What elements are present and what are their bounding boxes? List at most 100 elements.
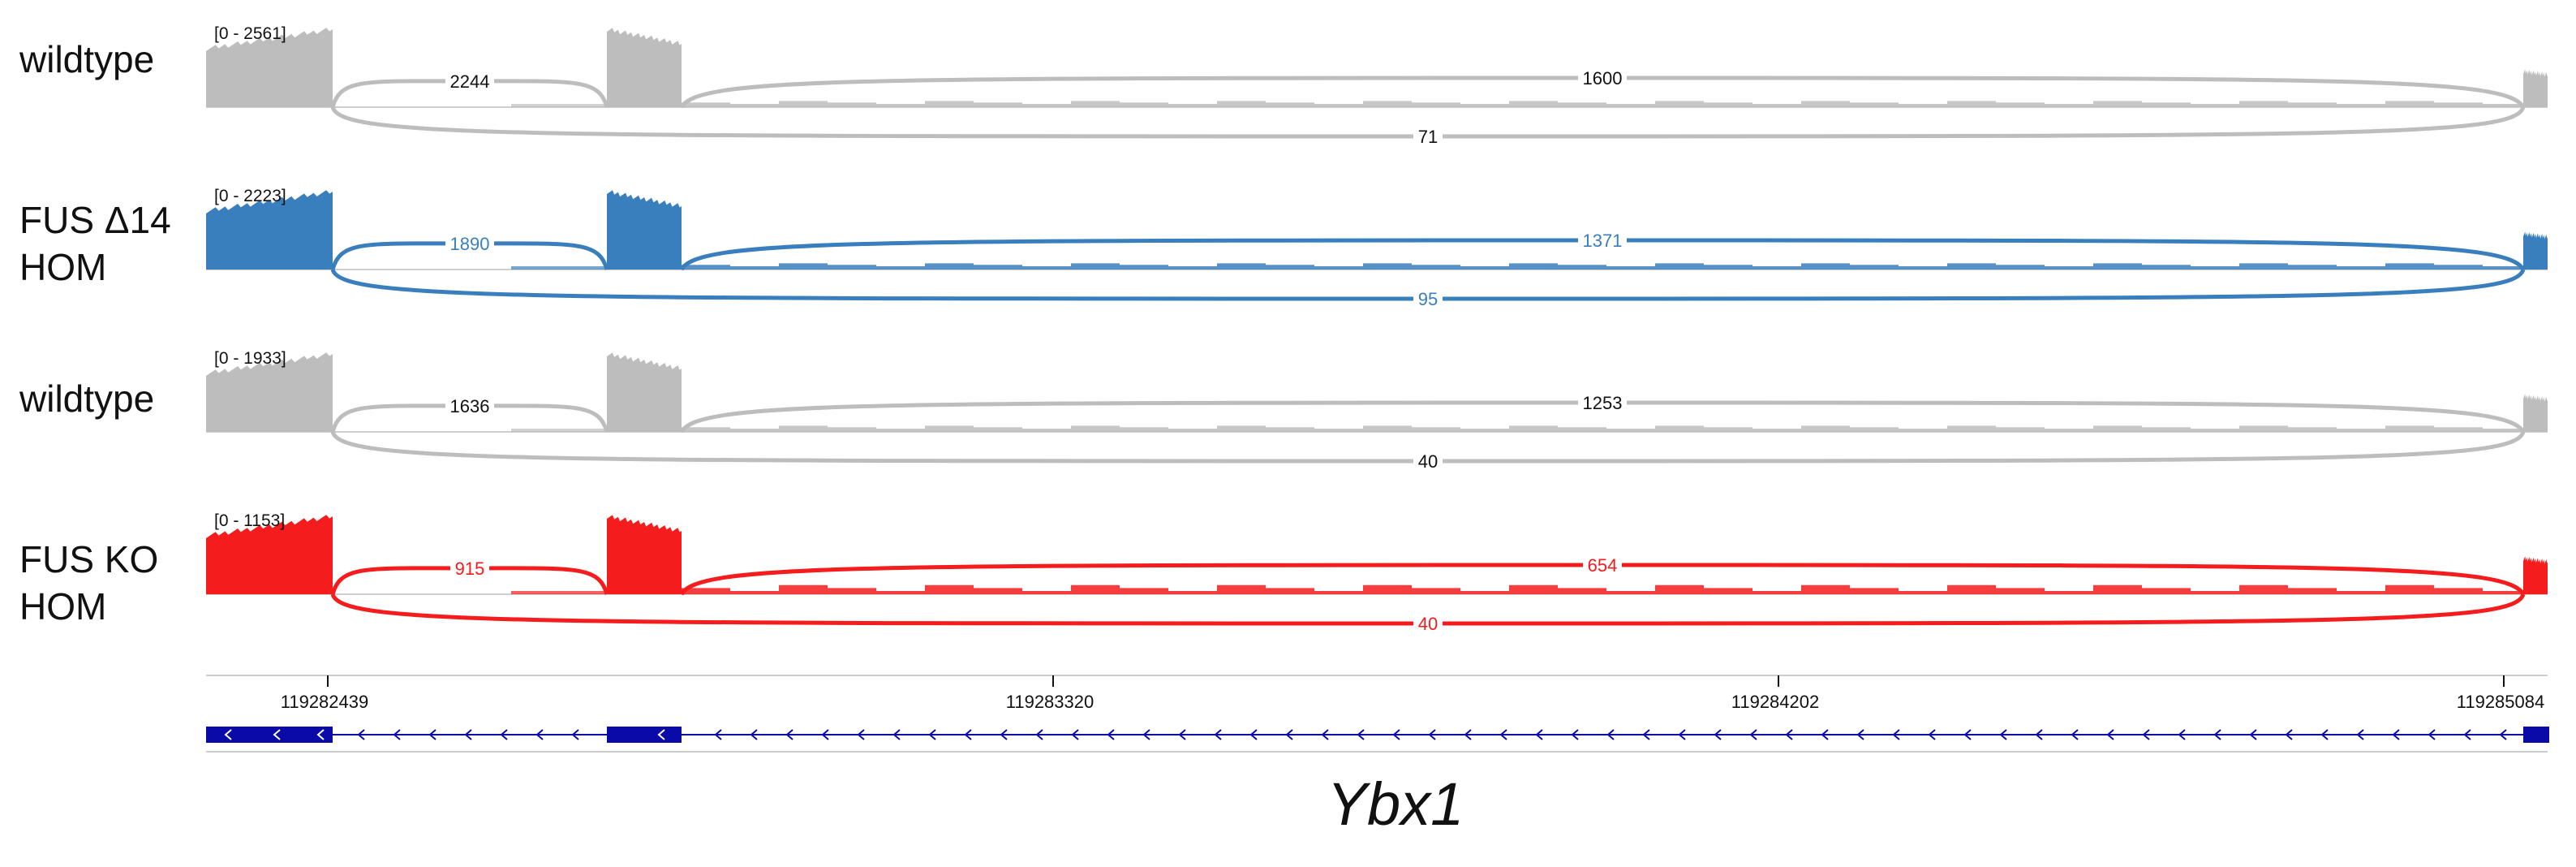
track-label-1: wildtype [19,38,155,80]
ruler-tick-label: 119284202 [1731,692,1820,712]
strand-chevron [571,729,579,740]
junction-count-j2: 1600 [1583,68,1623,88]
strand-chevron [2142,729,2150,740]
junction-label-bg [445,233,494,254]
strand-chevron [1178,729,1186,740]
strand-chevron [857,729,865,740]
strand-chevron [2285,729,2293,740]
coverage-intron-1 [511,591,607,594]
junction-label-bg [445,71,494,92]
strand-chevron [224,729,232,740]
data-range-label: [0 - 1153] [214,511,285,530]
strand-chevron [892,729,901,740]
track-3: [0 - 1933] 1636 1253 40 [206,349,2548,472]
strand-chevron [1999,729,2007,740]
strand-chevron [1749,729,1757,740]
strand-chevron [2071,729,2079,740]
coverage-intron-1 [511,429,607,432]
junction-label-bg [1578,392,1627,413]
strand-chevron [464,729,472,740]
strand-chevron [1963,729,1972,740]
data-range-label: [0 - 2223] [214,187,286,205]
junction-label-bg [445,395,494,416]
strand-chevron [535,729,544,740]
coverage-exon-1 [206,190,333,270]
gene-exon-2 [607,727,682,743]
coverage-intron-2 [682,425,2523,432]
strand-chevron [316,729,325,740]
ruler-tick-label: 119282439 [281,692,369,712]
strand-chevron [1821,729,1829,740]
strand-chevron [750,729,758,740]
coverage-exon-1 [206,515,333,594]
gene-model [206,727,2549,753]
data-range-label: [0 - 2561] [214,24,286,43]
strand-chevron [1285,729,1293,740]
strand-chevron [1499,729,1507,740]
strand-chevron [785,729,793,740]
track-label-4: FUS KO HOM [19,538,159,628]
junction-label-bg [1578,230,1627,251]
strand-chevron [1928,729,1936,740]
gene-name: Ybx1 [1327,770,1464,838]
strand-chevron [1428,729,1436,740]
strand-chevron [1142,729,1150,740]
ruler-tick-label: 119283320 [1006,692,1094,712]
junction-count-j3: 95 [1418,289,1438,309]
junction-label-bg [1583,554,1622,576]
strand-chevron [1606,729,1615,740]
coverage-intron-2 [682,263,2523,270]
junction-label-bg [1413,613,1443,634]
data-range-label: [0 - 1933] [214,349,286,368]
strand-chevron [1249,729,1258,740]
strand-chevron [1856,729,1864,740]
coverage-exon-1 [206,352,333,432]
coverage-exon-3 [2523,556,2548,594]
strand-chevron [1214,729,1222,740]
junction-count-j2: 1253 [1583,393,1623,413]
junction-label-bg [1413,126,1443,147]
junction-count-j2: 654 [1588,555,1618,576]
track-label-3: wildtype [19,377,155,420]
strand-chevron [964,729,972,740]
strand-chevron [1714,729,1722,740]
strand-chevron [1392,729,1400,740]
strand-chevron [1571,729,1579,740]
strand-chevron [1892,729,1900,740]
coverage-exon-2 [607,515,682,594]
track-4: [0 - 1153] 915 654 40 [206,511,2548,634]
coverage-intron-1 [511,104,607,107]
strand-chevron [714,729,722,740]
junction-count-j1: 2244 [450,71,490,92]
genomic-ruler: 119282439 119283320 119284202 119285084 [206,675,2548,712]
coverage-exon-3 [2523,394,2548,432]
strand-chevron [2428,729,2436,740]
strand-chevron [393,729,401,740]
strand-chevron [2463,729,2471,740]
coverage-exon-2 [607,352,682,432]
ruler-tick-label: 119285084 [2457,692,2545,712]
strand-chevron [2499,729,2507,740]
strand-chevron [1321,729,1329,740]
junction-label-bg [1413,451,1443,472]
coverage-exon-1 [206,28,333,108]
strand-chevron [657,729,665,740]
strand-chevron [500,729,508,740]
coverage-intron-2 [682,101,2523,107]
junction-count-j3: 40 [1418,614,1438,634]
junction-count-j2: 1371 [1583,231,1623,251]
coverage-exon-2 [607,190,682,270]
strand-chevron [1464,729,1472,740]
junction-count-j1: 1636 [450,396,490,416]
strand-chevron [2249,729,2257,740]
strand-chevron [2213,729,2221,740]
junction-count-j1: 915 [455,559,485,579]
strand-chevron [273,729,281,740]
gene-exon-1 [206,727,333,743]
junction-label-bg [1413,288,1443,309]
strand-chevron [1035,729,1043,740]
strand-chevron [928,729,936,740]
strand-chevron [2320,729,2329,740]
gene-exon-3 [2523,727,2549,743]
